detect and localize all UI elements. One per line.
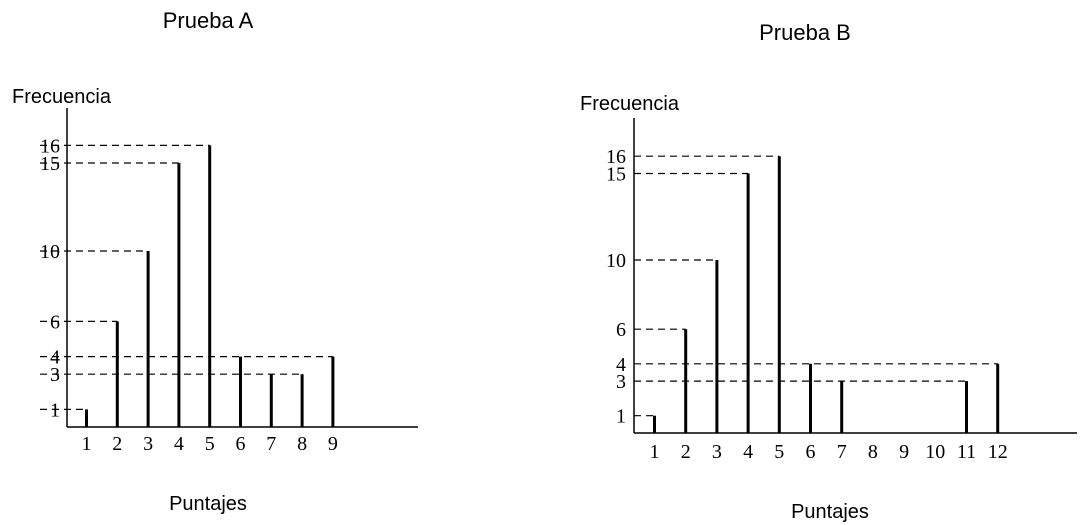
chart-a-x-tick-label: 1 [82, 433, 92, 455]
chart-a-y-axis-label: Frecuencia [12, 86, 112, 108]
chart-a-x-tick-label: 5 [205, 433, 215, 455]
chart-b-x-tick-label: 8 [868, 441, 878, 463]
chart-a-x-tick-label: 4 [174, 433, 184, 455]
chart-b-x-tick-label: 10 [925, 441, 945, 463]
chart-a-x-tick-label: 6 [236, 433, 246, 455]
chart-b-x-axis-label: Puntajes [791, 501, 869, 523]
chart-b-x-tick-label: 12 [988, 441, 1008, 463]
chart-a-x-tick-label: 7 [266, 433, 276, 455]
chart-a-title: Prueba A [163, 8, 254, 33]
chart-prueba-a: Prueba A Frecuencia Puntajes 13461015161… [12, 8, 418, 515]
chart-b-y-tick-label: 16 [606, 146, 626, 168]
chart-b-y-tick-label: 10 [606, 250, 626, 272]
chart-b-x-tick-label: 5 [774, 441, 784, 463]
chart-prueba-b: Prueba B Frecuencia Puntajes 13461015161… [580, 20, 1077, 523]
chart-b-x-tick-label: 4 [743, 441, 753, 463]
chart-b-y-axis-label: Frecuencia [580, 93, 680, 115]
chart-b-title: Prueba B [759, 20, 851, 45]
chart-a-x-axis-label: Puntajes [169, 493, 247, 515]
chart-a-x-tick-label: 9 [328, 433, 338, 455]
chart-b-x-tick-label: 7 [837, 441, 847, 463]
chart-b-x-tick-label: 3 [712, 441, 722, 463]
chart-b-y-tick-label: 15 [606, 164, 626, 186]
chart-b-x-tick-label: 6 [806, 441, 816, 463]
chart-b-y-tick-label: 4 [616, 354, 626, 376]
chart-b-y-tick-label: 6 [616, 319, 626, 341]
chart-a-y-tick-label: 6 [50, 311, 60, 333]
chart-b-x-tick-label: 9 [899, 441, 909, 463]
chart-a-x-tick-label: 3 [143, 433, 153, 455]
chart-b-x-tick-label: 2 [681, 441, 691, 463]
chart-a-y-tick-label: 1 [50, 399, 60, 421]
chart-a-y-tick-label: 4 [50, 347, 60, 369]
chart-b-y-tick-label: 3 [616, 371, 626, 393]
chart-a-x-tick-label: 2 [112, 433, 122, 455]
chart-a-y-tick-label: 15 [40, 153, 60, 175]
chart-a-y-tick-label: 10 [40, 241, 60, 263]
chart-a-y-tick-label: 3 [50, 364, 60, 386]
chart-b-y-tick-label: 1 [616, 406, 626, 428]
chart-a-y-tick-label: 16 [40, 135, 60, 157]
chart-a-x-tick-label: 8 [297, 433, 307, 455]
chart-b-x-tick-label: 1 [650, 441, 660, 463]
chart-b-x-tick-label: 11 [957, 441, 976, 463]
